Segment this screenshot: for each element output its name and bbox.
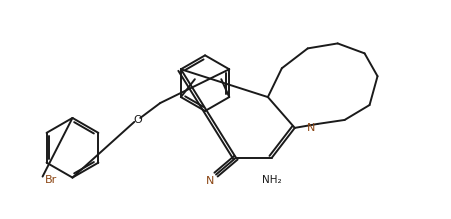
Text: N: N (205, 176, 214, 185)
Text: N: N (306, 123, 314, 133)
Text: O: O (133, 115, 141, 125)
Text: NH₂: NH₂ (262, 175, 281, 185)
Text: Br: Br (45, 175, 57, 185)
